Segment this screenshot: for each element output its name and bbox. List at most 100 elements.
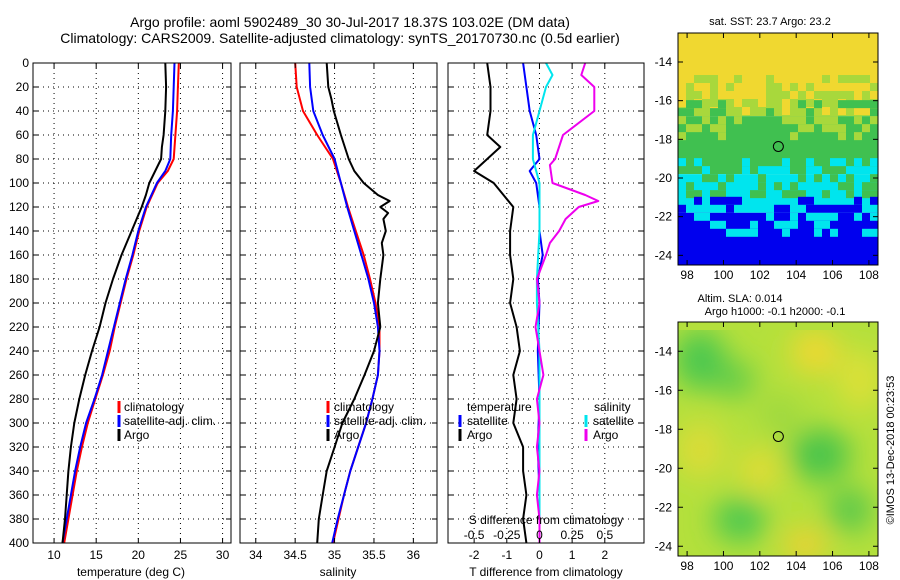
sst-pixel <box>726 228 734 237</box>
sst-pixel <box>854 158 862 167</box>
sst-pixel <box>718 108 726 117</box>
salinity-legend: climatology satellite-adj. clim. Argo <box>326 400 426 442</box>
sst-pixel <box>710 174 718 183</box>
sst-pixel <box>822 124 830 133</box>
sst-pixel <box>686 108 694 117</box>
sst-pixel <box>870 116 878 125</box>
sst-pixel <box>822 116 830 125</box>
sst-pixel <box>838 204 846 213</box>
sst-pixel <box>854 91 862 99</box>
sst-pixel <box>870 166 878 175</box>
sst-pixel <box>822 190 830 199</box>
sst-pixel <box>758 99 766 107</box>
sst-pixel <box>678 158 686 167</box>
sst-pixel <box>854 116 862 125</box>
sst-pixel <box>854 204 862 213</box>
sst-pixel <box>678 99 686 107</box>
imos-credit: ©IMOS 13-Dec-2018 00:23:53 <box>885 376 897 525</box>
x-tick-label: 34 <box>249 548 263 562</box>
sst-pixel <box>686 100 694 109</box>
sst-pixel <box>846 204 854 213</box>
sst-pixel <box>806 91 814 99</box>
s-difference-axis-label: S difference from climatology <box>469 513 624 527</box>
sst-pixel <box>774 220 782 229</box>
sst-pixel <box>694 196 702 205</box>
y-tick-label: 20 <box>16 80 30 94</box>
series-line-satellite-adj-clim- <box>308 62 381 544</box>
sst-pixel <box>790 91 798 99</box>
sst-pixel <box>686 124 694 133</box>
x-tick-label: 35.5 <box>362 548 386 562</box>
sst-pixel <box>862 124 870 133</box>
sst-pixel <box>750 91 758 99</box>
sla-field <box>678 330 878 556</box>
sst-pixel <box>766 83 774 91</box>
y-tick-label: 320 <box>9 440 29 454</box>
x-tick-label: 35 <box>328 548 342 562</box>
sst-pixel <box>814 174 822 183</box>
sla-low-patch <box>828 488 872 532</box>
x-tick-label: 2 <box>601 548 608 562</box>
sst-pixel <box>694 212 702 221</box>
x-tick-label: 36 <box>407 548 421 562</box>
sst-pixel <box>718 124 726 133</box>
sst-pixel <box>830 204 838 213</box>
figure-title-line1: Argo profile: aoml 5902489_30 30-Jul-201… <box>130 14 570 30</box>
sst-y-tick-label: -22 <box>655 210 673 224</box>
sla-x-tick-label: 98 <box>680 559 694 573</box>
sst-pixel <box>798 124 806 133</box>
sst-pixel <box>694 190 702 199</box>
sst-pixel <box>750 228 758 237</box>
sst-map: 98 100 102 104 106 108 -14 -16 -18 -20 -22 -24 <box>655 32 879 282</box>
sst-pixel <box>822 75 830 83</box>
sla-y-tick-label: -18 <box>655 422 673 436</box>
legend-label-climatology: climatology <box>334 400 394 414</box>
x-tick-label: 15 <box>90 548 104 562</box>
sst-pixel <box>782 99 790 107</box>
x-tick-label: 10 <box>47 548 61 562</box>
sst-pixel <box>830 228 838 237</box>
sst-y-tick-label: -24 <box>655 248 673 262</box>
x-tick-label: 20 <box>132 548 146 562</box>
sst-pixel <box>830 124 838 133</box>
sst-pixel <box>822 107 830 115</box>
sst-pixel <box>678 116 686 125</box>
sla-y-tick-label: -22 <box>655 500 673 514</box>
y-tick-label: 0 <box>22 56 29 70</box>
sst-pixel <box>854 212 862 221</box>
sla-x-tick-label: 108 <box>859 559 879 573</box>
sst-pixel <box>814 212 822 221</box>
sst-x-tick-label: 108 <box>859 268 879 282</box>
sst-pixel <box>758 166 766 175</box>
sst-pixel <box>678 204 686 213</box>
t-difference-axis-label: T difference from climatology <box>469 565 623 579</box>
sst-pixel <box>734 99 742 107</box>
sst-pixel <box>774 83 782 91</box>
y-tick-label: 200 <box>9 296 29 310</box>
sst-pixel <box>862 190 870 199</box>
sst-pixel <box>790 83 798 91</box>
sst-pixel <box>694 75 702 83</box>
sst-pixel <box>822 212 830 221</box>
sst-pixel <box>734 228 742 237</box>
sst-pixel <box>870 182 878 191</box>
sst-pixel <box>758 182 766 191</box>
sst-pixel <box>702 91 710 99</box>
y-tick-label: 400 <box>9 536 29 550</box>
legend-label-climatology: climatology <box>124 400 184 414</box>
y-tick-label: 140 <box>9 224 29 238</box>
legend-label-satellite: satellite-adj. clim. <box>124 414 216 428</box>
sst-pixel <box>790 212 798 221</box>
legend-title-salinity: salinity <box>594 400 631 414</box>
sst-pixel <box>806 83 814 91</box>
sst-pixel <box>862 75 870 83</box>
sst-x-tick-label: 104 <box>786 268 806 282</box>
x-tick-label: -1 <box>501 548 512 562</box>
sst-pixel <box>862 228 870 237</box>
plot-frame <box>239 62 438 544</box>
sst-pixel <box>838 75 846 83</box>
y-tick-label: 240 <box>9 344 29 358</box>
sst-pixel <box>806 158 814 167</box>
sla-high-patch <box>791 330 839 374</box>
